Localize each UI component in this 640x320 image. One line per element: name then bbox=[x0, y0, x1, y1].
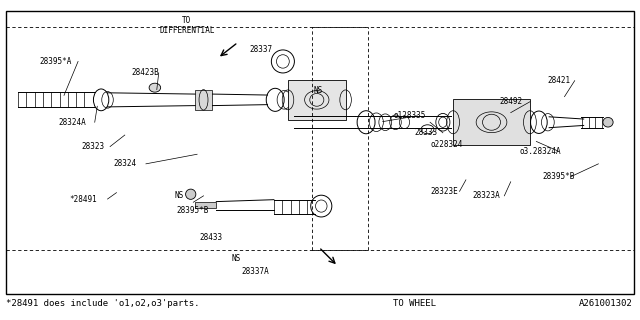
Text: TO WHEEL: TO WHEEL bbox=[393, 299, 436, 308]
Text: NS: NS bbox=[232, 254, 241, 263]
Text: NS: NS bbox=[174, 191, 183, 200]
Text: TO
DIFFERENTIAL: TO DIFFERENTIAL bbox=[159, 16, 214, 36]
Text: 28323E: 28323E bbox=[430, 187, 458, 196]
Polygon shape bbox=[195, 90, 212, 110]
Text: 28492: 28492 bbox=[499, 97, 522, 106]
Polygon shape bbox=[195, 202, 216, 208]
Text: o128335: o128335 bbox=[394, 111, 426, 120]
Text: 28395*B: 28395*B bbox=[176, 206, 209, 215]
Text: *28491: *28491 bbox=[69, 195, 97, 204]
Text: 28395*A: 28395*A bbox=[40, 57, 72, 66]
Text: 28324A: 28324A bbox=[59, 118, 86, 127]
Text: NS: NS bbox=[314, 86, 323, 95]
Text: A261001302: A261001302 bbox=[579, 299, 632, 308]
Text: 28323A: 28323A bbox=[472, 191, 500, 200]
Text: 28421: 28421 bbox=[547, 76, 570, 85]
Ellipse shape bbox=[603, 117, 613, 127]
Polygon shape bbox=[453, 99, 530, 145]
Text: 28395*B: 28395*B bbox=[543, 172, 575, 181]
Ellipse shape bbox=[186, 189, 196, 199]
Ellipse shape bbox=[149, 83, 161, 92]
Text: 28333: 28333 bbox=[415, 128, 438, 137]
Text: o3.28324A: o3.28324A bbox=[520, 147, 561, 156]
Text: 28337: 28337 bbox=[250, 45, 273, 54]
Text: 28323: 28323 bbox=[82, 142, 105, 151]
Text: 28433: 28433 bbox=[200, 233, 223, 242]
Polygon shape bbox=[288, 80, 346, 120]
Text: 28423B: 28423B bbox=[131, 68, 159, 77]
Text: o228324: o228324 bbox=[430, 140, 463, 148]
Text: 28324: 28324 bbox=[114, 159, 137, 168]
Text: *28491 does include 'o1,o2,o3'parts.: *28491 does include 'o1,o2,o3'parts. bbox=[6, 299, 200, 308]
Text: 28337A: 28337A bbox=[242, 267, 269, 276]
